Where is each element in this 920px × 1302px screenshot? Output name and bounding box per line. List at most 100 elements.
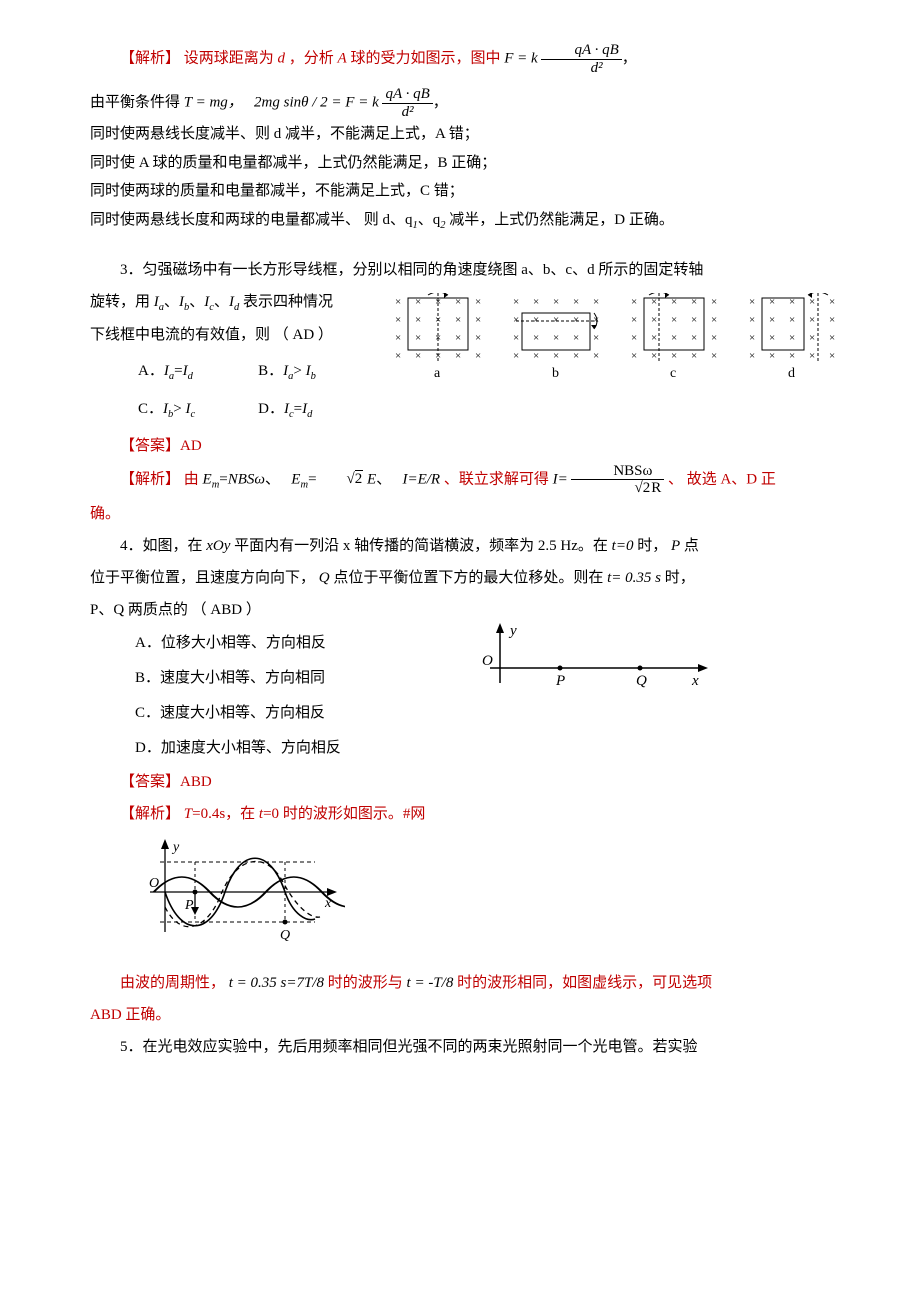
svg-text:×: ×: [455, 350, 461, 362]
point-Q: Q: [636, 673, 647, 689]
svg-text:×: ×: [651, 350, 657, 362]
conc-c: 时的波形相同，如图虚线示，可见选项: [457, 975, 712, 991]
P: P: [671, 538, 680, 554]
svg-text:×: ×: [671, 314, 677, 326]
answer-text: AD: [180, 438, 202, 454]
svg-text:×: ×: [513, 332, 519, 344]
wave-x: x: [324, 896, 332, 911]
analysis-label: 【解析】: [120, 806, 180, 822]
svg-text:×: ×: [553, 296, 559, 308]
text: 由平衡条件得: [90, 94, 184, 110]
t035: t= 0.35 s: [607, 570, 661, 586]
svg-text:×: ×: [395, 296, 401, 308]
svg-text:×: ×: [809, 314, 815, 326]
eq-2mg: 2mg sinθ / 2 = F = k: [254, 94, 379, 110]
svg-text:×: ×: [829, 350, 835, 362]
svg-text:×: ×: [829, 314, 835, 326]
svg-text:×: ×: [789, 350, 795, 362]
svg-text:×: ×: [691, 332, 697, 344]
svg-text:×: ×: [711, 296, 717, 308]
q4-s2a: 位于平衡位置，且速度方向向下，: [90, 570, 315, 586]
eq-F-lhs: F = k: [504, 50, 537, 66]
eq-T: T = mg，: [184, 94, 243, 110]
text: 球的受力如图示，图中: [350, 50, 504, 66]
wave-O: O: [149, 876, 159, 891]
eq-I2-lhs: I=: [553, 471, 568, 487]
svg-text:×: ×: [829, 296, 835, 308]
svg-text:×: ×: [631, 350, 637, 362]
svg-text:×: ×: [593, 350, 599, 362]
text: 、联立求解可得: [444, 471, 553, 487]
wave-P: P: [184, 898, 194, 913]
svg-text:×: ×: [749, 296, 755, 308]
q3-block: 3．匀强磁场中有一长方形导线框，分别以相同的角速度绕图 a、b、c、d 所示的固…: [90, 255, 850, 528]
svg-text:×: ×: [415, 314, 421, 326]
fig-label-b: b: [552, 366, 559, 381]
svg-text:×: ×: [533, 296, 539, 308]
axis-O: O: [482, 653, 493, 669]
answer-text: ABD: [180, 774, 212, 790]
eq-I: I=E/R: [402, 471, 440, 487]
svg-text:×: ×: [749, 350, 755, 362]
axis-y: y: [508, 623, 517, 639]
var-A: A: [338, 50, 347, 66]
text: 设两球距离为: [184, 50, 278, 66]
text: 由: [184, 471, 203, 487]
svg-text:×: ×: [711, 314, 717, 326]
q3-choices: A．Ia=Id B．Ia> Ib C．Ib> Ic D．Ic=Id: [135, 352, 378, 428]
svg-text:×: ×: [395, 332, 401, 344]
svg-text:×: ×: [711, 332, 717, 344]
svg-text:×: ×: [651, 332, 657, 344]
svg-text:×: ×: [809, 296, 815, 308]
eq-F-frac: qA · qB d²: [541, 42, 621, 76]
opt-d: D．加速度大小相等、方向相反: [135, 732, 850, 765]
svg-text:×: ×: [749, 314, 755, 326]
opt-c-label: C．: [138, 401, 163, 417]
svg-text:×: ×: [631, 332, 637, 344]
frac-den: d²: [591, 60, 603, 76]
svg-text:×: ×: [513, 296, 519, 308]
frac-den: d²: [402, 104, 414, 120]
punct: ，: [622, 50, 637, 66]
fig-label-a: a: [434, 366, 441, 381]
conc-b: 时的波形与: [328, 975, 407, 991]
wave-Q: Q: [280, 928, 290, 943]
line-6c: 减半，上式仍然能满足，D 正确。: [446, 212, 674, 228]
line-6a: 同时使两悬线长度和两球的电量都减半、 则 d、q: [90, 212, 413, 228]
q4-block: 4．如图，在 xOy 平面内有一列沿 x 轴传播的简谐横波，频率为 2.5 Hz…: [90, 531, 850, 1030]
text: 时的波形如图示。#网: [283, 806, 426, 822]
svg-text:×: ×: [513, 350, 519, 362]
svg-text:×: ×: [749, 332, 755, 344]
q4-s1b: 平面内有一列沿 x 轴传播的简谐横波，频率为 2.5 Hz。在: [234, 538, 612, 554]
svg-text:×: ×: [415, 332, 421, 344]
svg-text:×: ×: [691, 314, 697, 326]
eq-frac2: qA · qB d²: [382, 86, 432, 120]
frac-num: NBSω: [571, 463, 664, 481]
svg-text:×: ×: [395, 350, 401, 362]
line-6b: 、q: [418, 212, 441, 228]
svg-text:×: ×: [651, 314, 657, 326]
svg-text:×: ×: [691, 350, 697, 362]
svg-text:×: ×: [809, 332, 815, 344]
svg-text:×: ×: [415, 350, 421, 362]
analysis-label: 【解析】: [120, 471, 180, 487]
frac-num: qA · qB: [385, 86, 429, 102]
opt-d-label: D．: [258, 401, 284, 417]
q4-axis-figure: y O P Q x: [470, 623, 720, 714]
q4-s1d: 点: [684, 538, 699, 554]
Q: Q: [319, 570, 330, 586]
svg-text:×: ×: [769, 350, 775, 362]
svg-text:×: ×: [809, 350, 815, 362]
svg-text:×: ×: [455, 332, 461, 344]
q3-stem2b: 表示四种情况: [243, 294, 333, 310]
svg-text:×: ×: [553, 350, 559, 362]
svg-text:×: ×: [671, 332, 677, 344]
q3-stem2a: 旋转，用: [90, 294, 154, 310]
q3-figure: × × × × × × × × × × × × × × × × × × × × a × × × × × × × × × × × ×…: [390, 293, 840, 385]
svg-text:×: ×: [395, 314, 401, 326]
svg-text:×: ×: [769, 332, 775, 344]
svg-text:×: ×: [475, 332, 481, 344]
eq-I2-frac: NBSω √2R: [571, 463, 664, 497]
svg-text:×: ×: [573, 314, 579, 326]
svg-text:×: ×: [789, 332, 795, 344]
